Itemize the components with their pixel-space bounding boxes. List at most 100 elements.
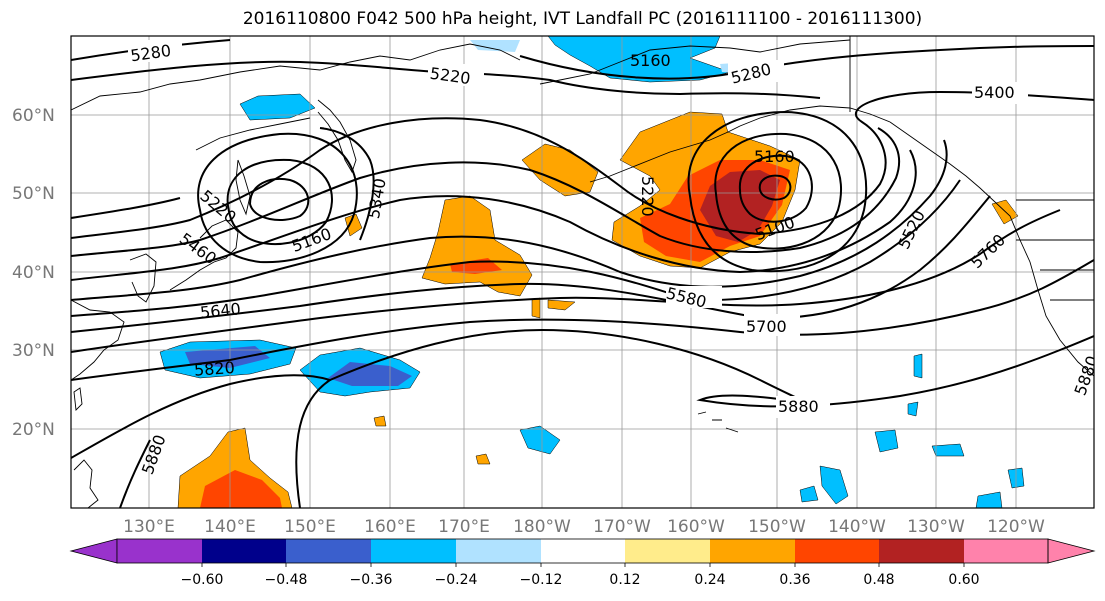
china-coastline [71,299,125,381]
ivt-positive-area [991,199,1019,225]
contour-label: 5880 [138,432,170,477]
lat-label: 40°N [12,263,55,283]
lat-label: 60°N [12,106,55,126]
aleutian-islands [589,131,729,183]
contour-low-west [197,132,358,264]
map-frame [70,35,1095,509]
contour-low-east [758,174,792,201]
ivt-negative-area [874,429,899,453]
ivt-positive-area [547,299,576,311]
ivt-negative-area [547,36,731,83]
gridlines [71,36,1094,508]
lon-label: 180°W [513,517,571,537]
contour-label: 5880 [778,397,819,416]
ivt-positive-area [344,213,363,237]
ivt-positive-area [521,143,599,197]
contour-low-east [738,154,813,223]
ivt-positive-area [373,415,387,427]
lon-label: 160°W [667,517,725,537]
lon-label: 120°W [987,517,1045,537]
philippines-coastline [73,459,99,508]
ivt-positive-strong-area [200,470,282,508]
contour-5760 [71,209,1061,353]
contour-5460 [71,127,901,257]
colorbar-extend-low [69,538,118,564]
colorbar-segment [625,539,710,563]
colorbar-segment [456,539,541,563]
okhotsk-coastline [195,117,311,151]
lon-label: 150°W [748,517,806,537]
contour-label: 5760 [967,230,1009,272]
colorbar-tick-label: −0.60 [180,572,224,588]
lon-label: 130°W [907,517,965,537]
ivt-negative-area [239,93,316,121]
contour-label: 5640 [199,299,241,322]
lat-label: 20°N [12,420,55,440]
colorbar-segment [879,539,964,563]
ivt-positive-area [475,453,491,465]
alaska-coastline [539,39,851,85]
contour-label: 5160 [754,147,795,166]
colorbar-segment [117,539,202,563]
contour-low-east [687,110,868,273]
contour-label: 5220 [638,176,657,217]
contour-5580 [71,139,948,301]
states-border [1016,239,1094,301]
colorbar-tick-label: −0.48 [264,572,308,588]
colorbar-tick-label: −0.36 [349,572,393,588]
hawaii-islands [697,411,739,433]
ivt-positive-area [421,195,533,297]
lon-label: 160°E [364,517,416,537]
contour-low-west [226,158,333,245]
contour-low-east [714,132,842,250]
contour-5400 [71,90,1094,239]
height-contours [71,39,1094,508]
ivt-negative-area [913,353,923,379]
asia-coastline [71,43,521,111]
colorbar-segment [202,539,286,563]
ivt-positive-area [531,297,541,319]
ivt-negative-area [931,443,965,457]
colorbar-segment [964,539,1048,563]
colorbar [69,538,1096,567]
korea-coastline [129,253,157,303]
colorbar-segment [286,539,371,563]
colorbar-tick-label: −0.12 [519,572,563,588]
ivt-negative-weak-area [470,40,520,52]
coastlines [71,36,1094,508]
contour-low-west [248,178,310,221]
contour-label: 5700 [746,317,787,336]
contour-5520 [71,149,917,281]
colorbar-tick-label: 0.60 [948,572,980,588]
contour-5880 [71,374,333,508]
colorbar-tick-label: 0.12 [609,572,641,588]
contour-label: 5340 [364,177,390,220]
kamchatka-coastline [317,99,357,174]
bc-coastline [889,121,1094,377]
contour-5820 [71,259,1094,381]
contour-5700 [71,195,991,333]
colorbar-segment [795,539,879,563]
ivt-negative-area [907,401,919,417]
contour-5340 [71,127,375,241]
ivt-negative-area [819,465,849,505]
lon-label: 140°E [204,517,256,537]
colorbar-tick-label: 0.24 [694,572,726,588]
ivt-negative-area [519,425,561,455]
map-title: 2016110800 F042 500 hPa height, IVT Land… [242,9,923,29]
taiwan-coastline [73,387,83,411]
ivt-negative-strong-area [328,362,412,386]
colorbar-frame [116,538,1049,564]
lon-label: 130°E [123,517,175,537]
sakhalin-coastline [235,159,251,216]
colorbar-tick-label: 0.48 [863,572,895,588]
colorbar-segment [541,539,625,563]
lon-label: 170°E [438,517,490,537]
alaska-peninsula [727,105,891,133]
contour-label: 5160 [630,51,671,70]
lat-label: 50°N [12,184,55,204]
lat-label: 30°N [12,341,55,361]
lon-label: 140°W [828,517,886,537]
lon-label: 150°E [284,517,336,537]
